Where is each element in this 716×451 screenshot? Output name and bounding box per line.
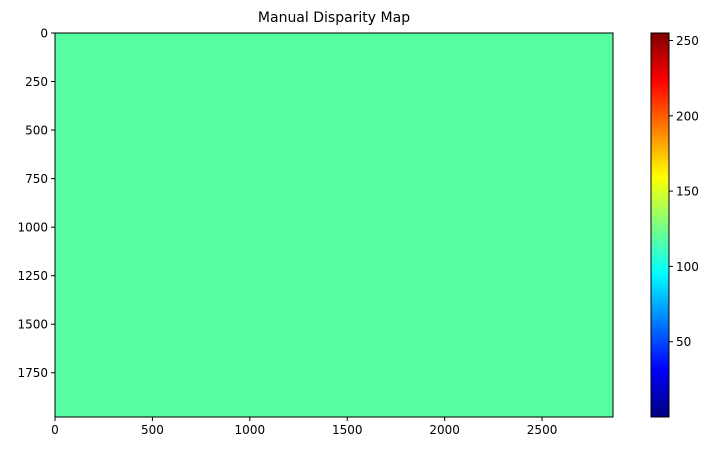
colorbar-tick-label: 250 <box>676 34 699 48</box>
y-axis: 0 250 500 750 1000 1250 1500 1750 <box>17 27 55 380</box>
colorbar-tick-label: 50 <box>676 335 691 349</box>
chart-title: Manual Disparity Map <box>258 10 410 26</box>
y-tick-label: 1000 <box>17 221 48 235</box>
colorbar-tick-label: 100 <box>676 260 699 274</box>
x-tick-label: 1500 <box>332 423 363 437</box>
y-tick-label: 500 <box>25 124 48 138</box>
disparity-image <box>55 33 613 417</box>
y-tick-label: 750 <box>25 172 48 186</box>
x-tick-label: 500 <box>141 423 164 437</box>
y-tick-label: 1250 <box>17 269 48 283</box>
plot-frame <box>54 32 614 418</box>
x-tick-label: 1000 <box>235 423 266 437</box>
x-tick-label: 2500 <box>527 423 558 437</box>
colorbar-gradient <box>651 33 669 417</box>
y-tick-label: 0 <box>40 27 48 41</box>
colorbar: 50 100 150 200 250 <box>650 32 699 418</box>
colorbar-tick-label: 150 <box>676 185 699 199</box>
x-tick-label: 2000 <box>429 423 460 437</box>
colorbar-ticks: 50 100 150 200 250 <box>669 34 699 349</box>
colorbar-frame <box>650 32 670 418</box>
y-tick-label: 1500 <box>17 318 48 332</box>
y-tick-label: 1750 <box>17 366 48 380</box>
x-tick-label: 0 <box>51 423 59 437</box>
x-axis: 0 500 1000 1500 2000 2500 <box>51 417 557 437</box>
y-tick-label: 250 <box>25 75 48 89</box>
colorbar-tick-label: 200 <box>676 109 699 123</box>
heatmap-image <box>55 33 613 417</box>
